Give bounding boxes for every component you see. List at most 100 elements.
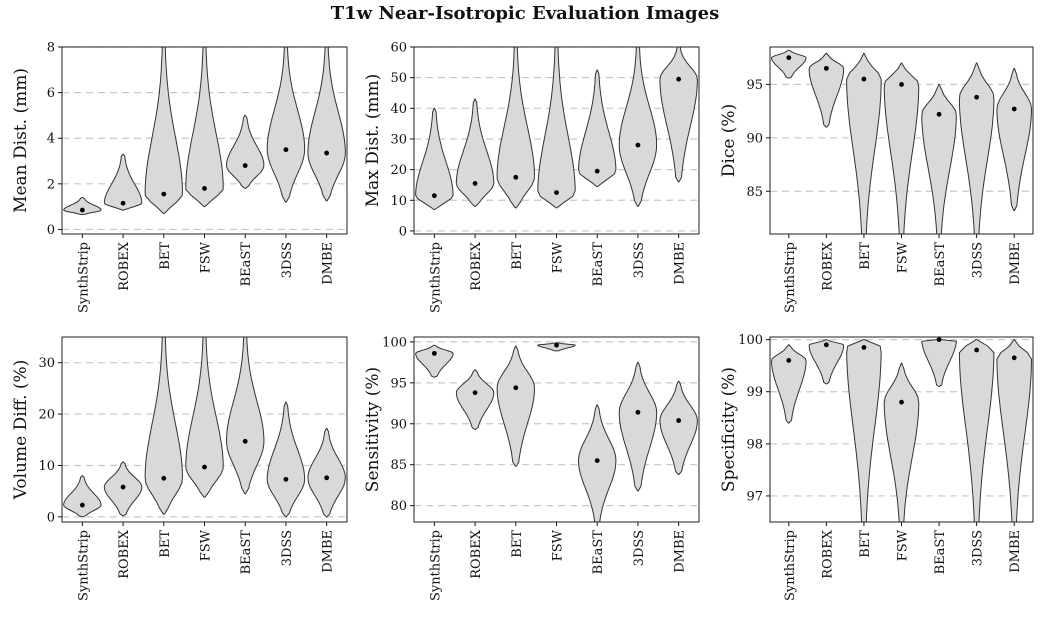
y-tick-label: 97	[746, 489, 763, 504]
median-dot-bet	[161, 191, 167, 197]
violin-synthstrip	[415, 344, 454, 378]
median-dot-robex	[823, 65, 829, 71]
median-dot-bet	[513, 174, 519, 180]
median-dot-robex	[120, 484, 126, 490]
figure-title: T1w Near-Isotropic Evaluation Images	[330, 3, 720, 24]
x-tick-label: ROBEX	[117, 529, 132, 578]
violin-dmbe	[307, 46, 346, 202]
plot-frame	[61, 336, 348, 523]
violin-synthstrip	[415, 107, 454, 210]
violin-beast	[577, 69, 617, 187]
y-tick-label: 30	[390, 132, 407, 147]
x-tick-label: ROBEX	[820, 529, 835, 578]
x-tick-label: SynthStrip	[76, 530, 91, 601]
median-dot-fsw	[202, 185, 207, 191]
x-tick-label: SynthStrip	[428, 242, 443, 313]
y-tick-label: 90	[746, 131, 763, 146]
y-axis-label: Dice (%)	[719, 104, 739, 177]
median-dot-bet	[161, 475, 167, 481]
median-dot-synthstrip	[786, 358, 792, 363]
violin-dmbe	[996, 339, 1033, 523]
plot-frame	[413, 336, 700, 523]
median-dot-synthstrip	[79, 502, 85, 508]
median-dot-bet	[513, 385, 519, 391]
chart-panel-3: 85 90 95 Dice (%) SynthStrip ROBEX BET FSW BEaST…	[719, 46, 1034, 313]
x-tick-label: FSW	[551, 529, 566, 561]
x-tick-label: DMBE	[321, 530, 336, 573]
violin-3dss	[958, 62, 995, 235]
y-tick-label: 10	[390, 194, 407, 209]
violin-fsw	[185, 46, 224, 208]
median-dot-robex	[472, 181, 478, 186]
median-dot-fsw	[202, 464, 207, 470]
violin-dmbe	[307, 428, 346, 518]
x-tick-label: FSW	[896, 241, 911, 273]
median-dot-bet	[861, 76, 867, 82]
violin-3dss	[618, 361, 658, 492]
x-tick-label: 3DSS	[632, 242, 647, 278]
y-tick-label: 6	[47, 86, 55, 101]
y-tick-label: 85	[390, 458, 407, 473]
x-tick-label: ROBEX	[117, 241, 132, 290]
violin-bet	[846, 52, 882, 235]
violin-beast	[226, 336, 265, 495]
x-tick-label: BEaST	[933, 242, 948, 287]
y-tick-label: 20	[38, 408, 55, 423]
median-dot-synthstrip	[431, 350, 437, 356]
y-tick-label: 50	[390, 71, 407, 86]
median-dot-beast	[936, 111, 942, 117]
y-tick-label: 8	[47, 41, 55, 56]
y-tick-label: 4	[47, 132, 55, 147]
chart-panel-1: 0 2 4 6 8 Mean Dist. (mm) SynthStrip ROBEX BET FS…	[11, 41, 348, 313]
violin-fsw	[185, 336, 224, 498]
y-tick-label: 10	[38, 459, 55, 474]
median-dot-fsw	[554, 190, 559, 196]
median-dot-synthstrip	[431, 193, 437, 199]
violin-3dss	[618, 46, 658, 207]
median-dot-3dss	[283, 147, 289, 153]
median-dot-synthstrip	[786, 55, 792, 61]
median-dot-3dss	[635, 409, 641, 415]
median-dot-3dss	[283, 476, 289, 482]
y-tick-label: 90	[390, 417, 407, 432]
y-tick-label: 85	[746, 185, 763, 200]
violin-dmbe	[659, 380, 698, 475]
x-tick-label: 3DSS	[280, 242, 295, 278]
y-tick-label: 80	[390, 499, 407, 514]
x-tick-label: FSW	[551, 241, 566, 273]
median-dot-dmbe	[676, 76, 682, 82]
y-tick-label: 20	[390, 163, 407, 178]
violin-bet	[496, 345, 536, 467]
violin-beast	[577, 404, 617, 523]
median-dot-robex	[120, 200, 126, 206]
violin-beast	[921, 83, 957, 235]
plot-frame	[413, 46, 700, 235]
violin-bet	[144, 46, 184, 214]
y-axis-label: Volume Diff. (%)	[11, 360, 31, 501]
y-tick-label: 60	[390, 41, 407, 56]
chart-panel-4: 0 10 20 30 Volume Diff. (%) SynthStrip ROBEX BE…	[11, 336, 348, 601]
violin-synthstrip	[770, 49, 807, 79]
median-dot-fsw	[554, 342, 559, 348]
violin-bet	[144, 336, 184, 515]
median-dot-beast	[936, 337, 942, 343]
x-tick-label: BET	[858, 242, 873, 270]
violin-robex	[103, 153, 143, 211]
violin-bet	[496, 46, 536, 209]
x-tick-label: BET	[158, 530, 173, 558]
median-dot-3dss	[635, 142, 641, 148]
median-dot-robex	[823, 342, 829, 348]
x-tick-label: BET	[158, 242, 173, 270]
violin-fsw	[883, 362, 920, 523]
violin-3dss	[266, 401, 306, 518]
y-tick-label: 100	[738, 333, 763, 348]
x-tick-label: BEaST	[591, 242, 606, 287]
median-dot-beast	[242, 438, 248, 444]
median-dot-3dss	[974, 347, 980, 353]
plot-frame	[61, 46, 348, 235]
median-dot-synthstrip	[79, 207, 85, 213]
y-tick-label: 99	[746, 385, 763, 400]
x-tick-label: SynthStrip	[783, 530, 798, 601]
violin-synthstrip	[63, 475, 102, 518]
